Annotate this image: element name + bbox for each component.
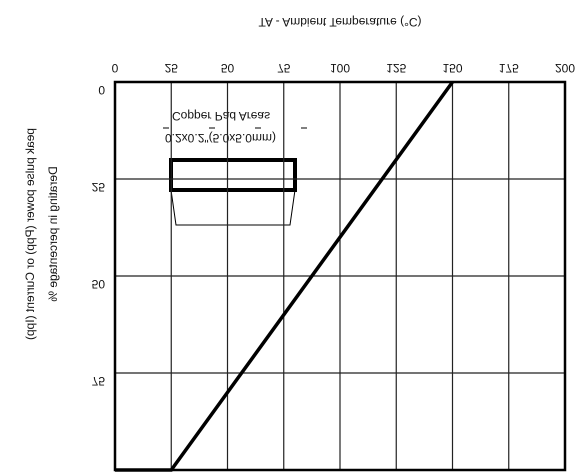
y-tick-label: 100 bbox=[85, 471, 105, 474]
y-axis-label: peak pulse power (Ppp) or Current (Ipp) bbox=[23, 128, 37, 340]
x-tick-label: 200 bbox=[555, 61, 575, 75]
annotation: Copper Pad Areas bbox=[172, 109, 270, 123]
flipped-chart: TA - Ambient Temperature (°C) Derating i… bbox=[23, 15, 575, 474]
derating-line bbox=[115, 80, 454, 472]
x-tick-label: 50 bbox=[221, 61, 235, 75]
y-tick-label: 75 bbox=[92, 374, 106, 388]
y-tick-label: 25 bbox=[92, 180, 106, 194]
y-tick-label: 0 bbox=[98, 83, 105, 97]
x-tick-label: 75 bbox=[277, 61, 291, 75]
x-tick-label: 25 bbox=[165, 61, 179, 75]
x-tick-label: 150 bbox=[442, 61, 462, 75]
x-tick-label: 0 bbox=[112, 61, 119, 75]
annotation: 0.2x0.2"(5.0x5.0mm) bbox=[165, 131, 276, 145]
y-axis-label: Derating in percentage % bbox=[46, 166, 60, 302]
pad-rect bbox=[169, 158, 297, 192]
pad-outline bbox=[170, 189, 296, 226]
y-tick-label: 50 bbox=[92, 277, 106, 291]
plot-frame bbox=[113, 80, 567, 472]
chart-title: TA - Ambient Temperature (°C) bbox=[258, 15, 421, 29]
x-tick-label: 100 bbox=[330, 61, 350, 75]
x-tick-label: 175 bbox=[499, 61, 519, 75]
x-tick-label: 125 bbox=[386, 61, 406, 75]
